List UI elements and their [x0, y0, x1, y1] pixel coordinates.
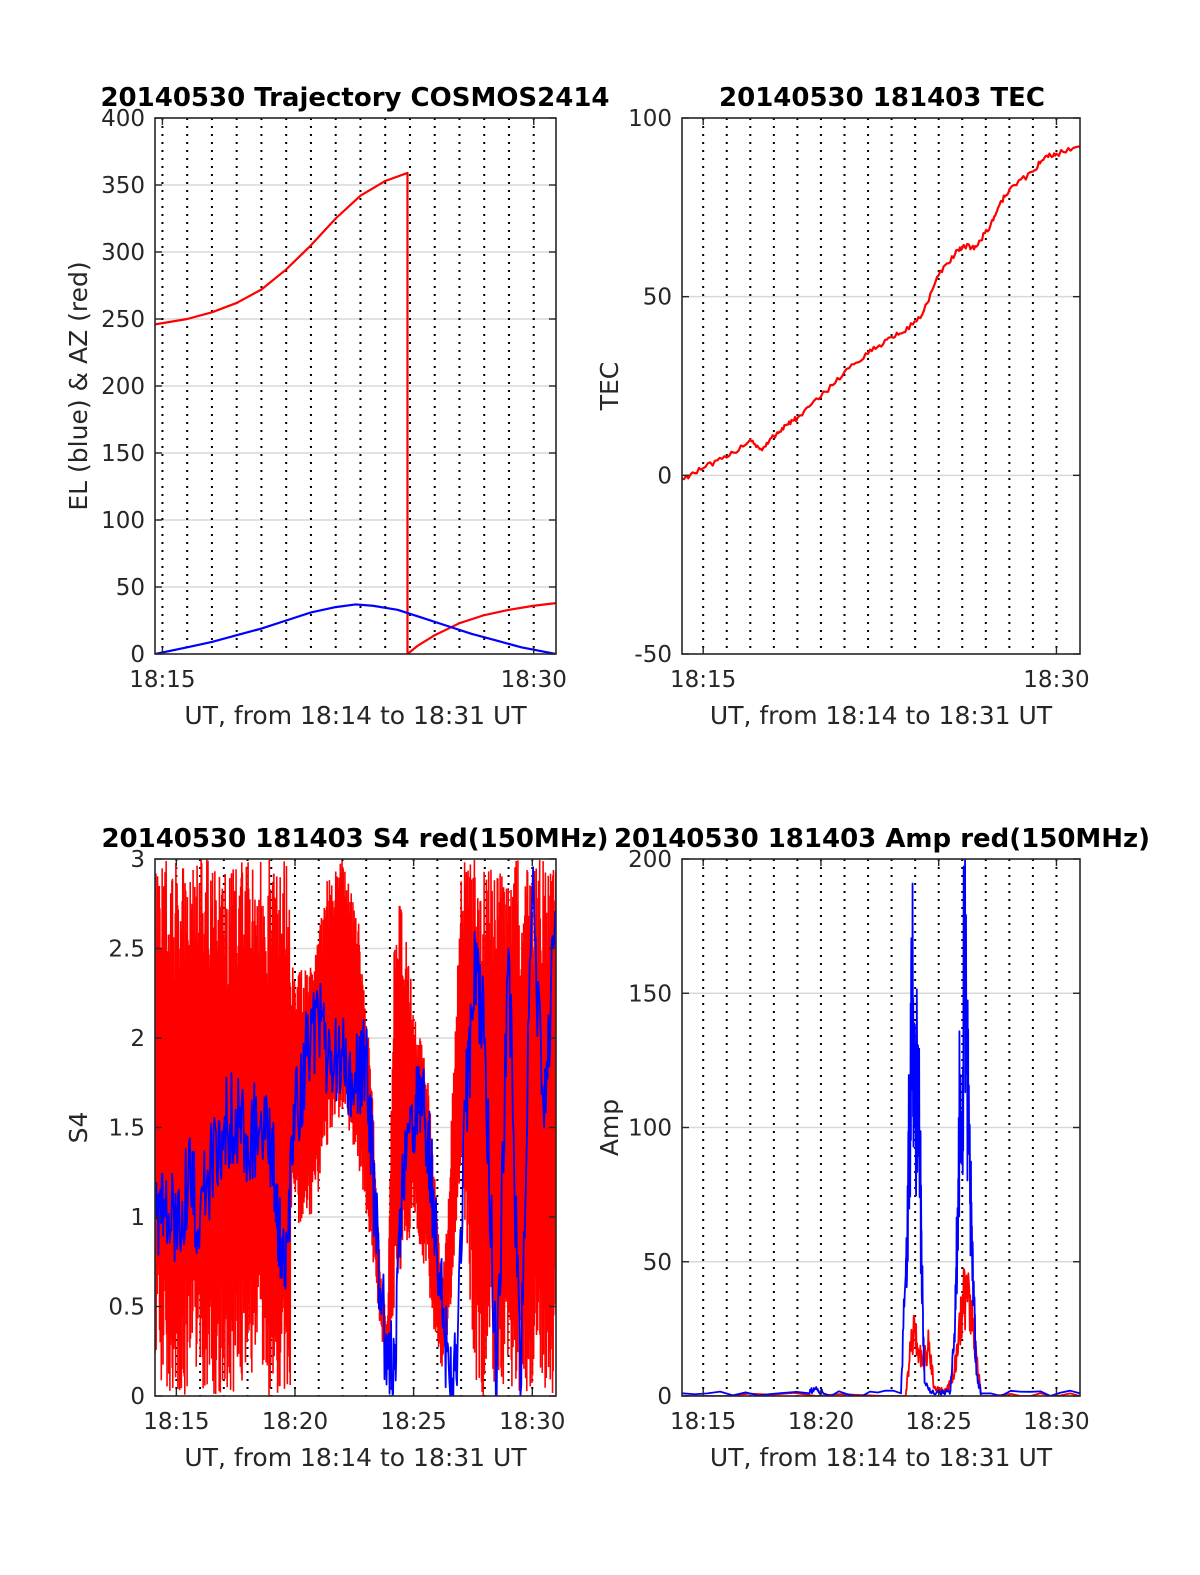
- y-tick-label: 350: [101, 173, 145, 199]
- s4-red-series: [155, 859, 556, 1396]
- x-tick-label: 18:25: [380, 1409, 446, 1435]
- y-tick-label: 200: [101, 374, 145, 400]
- y-tick-label: 2: [130, 1026, 145, 1052]
- y-axis-label: TEC: [595, 362, 624, 412]
- tec-red-series: [682, 145, 1080, 481]
- amp-plot: 0 50 100 150 200 18:15 18:20 18:25 18:30 20140530…: [595, 824, 1150, 1472]
- y-tick-label: 1.5: [108, 1116, 145, 1142]
- y-tick-label: 400: [101, 106, 145, 132]
- s4-plot: 0 0.5 1 1.5 2 2.5 3 18:15 18:20 18:25 18:30 2014053…: [64, 824, 609, 1472]
- y-tick-label: 50: [643, 285, 672, 311]
- y-tick-label: -50: [634, 642, 672, 668]
- x-axis-label: UT, from 18:14 to 18:31 UT: [710, 701, 1053, 730]
- amp-red-series: [682, 1267, 1080, 1396]
- y-tick-label: 0: [130, 642, 145, 668]
- y-tick-label: 50: [116, 575, 145, 601]
- y-tick-label: 200: [628, 847, 672, 873]
- amp-blue-series: [682, 859, 1080, 1396]
- x-tick-label: 18:30: [1023, 1409, 1089, 1435]
- y-tick-label: 1: [130, 1205, 145, 1231]
- y-tick-label: 100: [101, 508, 145, 534]
- plot-title: 20140530 181403 TEC: [719, 83, 1045, 113]
- trajectory-blue-series: [155, 603, 556, 654]
- y-tick-label: 0: [657, 463, 672, 489]
- y-tick-label: 0: [130, 1384, 145, 1410]
- x-tick-label: 18:15: [129, 667, 195, 693]
- y-tick-label: 3: [130, 847, 145, 873]
- x-axis-label: UT, from 18:14 to 18:31 UT: [710, 1443, 1053, 1472]
- x-tick-label: 18:20: [788, 1409, 854, 1435]
- x-tick-label: 18:15: [670, 1409, 736, 1435]
- x-tick-label: 18:25: [906, 1409, 972, 1435]
- y-tick-label: 100: [628, 1116, 672, 1142]
- trajectory-red-series: [155, 171, 556, 654]
- y-tick-label: 0.5: [108, 1295, 145, 1321]
- y-axis-label: S4: [64, 1112, 93, 1144]
- x-tick-label: 18:30: [501, 667, 567, 693]
- plot-title: 20140530 181403 Amp red(150MHz): [614, 824, 1150, 854]
- plot-title: 20140530 181403 S4 red(150MHz): [101, 824, 608, 854]
- x-tick-label: 18:15: [143, 1409, 209, 1435]
- y-tick-label: 250: [101, 307, 145, 333]
- x-axis-label: UT, from 18:14 to 18:31 UT: [184, 1443, 527, 1472]
- y-tick-label: 150: [628, 981, 672, 1007]
- x-axis-label: UT, from 18:14 to 18:31 UT: [184, 701, 527, 730]
- y-tick-label: 50: [643, 1250, 672, 1276]
- s4-blue-series: [155, 866, 556, 1396]
- plot-title: 20140530 Trajectory COSMOS2414: [100, 83, 609, 113]
- y-tick-label: 150: [101, 441, 145, 467]
- tec-plot: -50 0 50 100 18:15 18:30 20140530 181403 TEC UT…: [595, 83, 1090, 730]
- x-tick-label: 18:30: [1023, 667, 1089, 693]
- trajectory-plot: 0 50 100 150 200 250 300 350 400 18:15 18:30 201405…: [64, 83, 610, 730]
- x-tick-label: 18:30: [499, 1409, 565, 1435]
- plot-area: [682, 118, 1080, 654]
- y-axis-label: Amp: [595, 1099, 624, 1156]
- axes-box: [681, 117, 1081, 655]
- y-tick-label: 300: [101, 240, 145, 266]
- y-tick-label: 2.5: [108, 937, 145, 963]
- x-tick-label: 18:20: [262, 1409, 328, 1435]
- y-tick-label: 0: [657, 1384, 672, 1410]
- y-axis-label: EL (blue) & AZ (red): [64, 261, 93, 510]
- x-tick-label: 18:15: [670, 667, 736, 693]
- y-tick-label: 100: [628, 106, 672, 132]
